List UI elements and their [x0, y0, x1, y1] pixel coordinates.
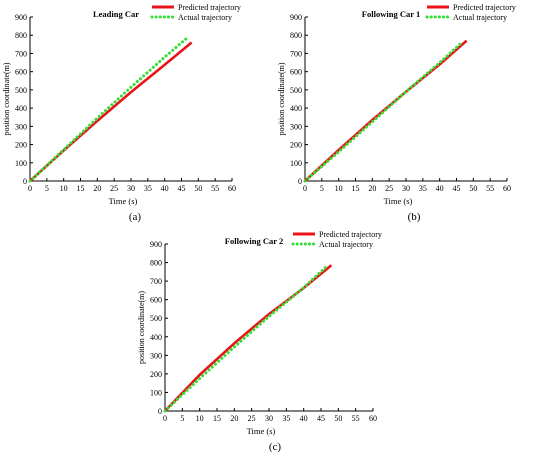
y-tick-label: 400	[15, 104, 27, 113]
y-axis-label: position coordinate(m)	[137, 291, 146, 364]
x-tick-label: 20	[230, 414, 238, 423]
x-tick-label: 25	[248, 414, 256, 423]
x-axis-label: Time (s)	[384, 196, 413, 206]
x-tick-label: 5	[320, 184, 324, 193]
x-tick-label: 40	[161, 184, 169, 193]
y-tick-label: 600	[290, 68, 302, 77]
y-axis-label: position coordinate(m)	[2, 62, 11, 135]
x-tick-label: 10	[60, 184, 68, 193]
y-tick-label: 0	[158, 407, 162, 416]
legend-label: Actual trajectory	[453, 13, 507, 22]
y-tick-label: 900	[150, 240, 162, 249]
y-tick-label: 700	[15, 49, 27, 58]
y-tick-label: 600	[150, 296, 162, 305]
y-tick-label: 100	[15, 159, 27, 168]
legend-label: Predicted trajectory	[178, 3, 241, 12]
y-tick-label: 300	[290, 122, 302, 131]
x-tick-label: 5	[180, 414, 184, 423]
actual-trajectory-line	[28, 35, 190, 183]
x-tick-label: 5	[45, 184, 49, 193]
x-tick-label: 0	[303, 184, 307, 193]
panel-caption: (a)	[129, 211, 142, 223]
x-tick-label: 10	[196, 414, 204, 423]
legend-label: Actual trajectory	[178, 13, 232, 22]
chart-panel-a: 0 100 200 300 400 500 600 700 800 900 0 5 10 15 20 25 30…	[2, 3, 241, 223]
x-tick-label: 55	[352, 414, 360, 423]
x-tick-label: 15	[213, 414, 221, 423]
x-tick-label: 35	[144, 184, 152, 193]
x-tick-label: 15	[77, 184, 85, 193]
panel-caption: (c)	[269, 441, 282, 453]
x-tick-label: 55	[211, 184, 219, 193]
panel-caption: (b)	[408, 211, 421, 223]
y-tick-label: 600	[15, 68, 27, 77]
x-axis-label: Time (s)	[247, 426, 276, 436]
x-tick-label: 50	[469, 184, 477, 193]
x-tick-label: 60	[369, 414, 377, 423]
y-tick-label: 800	[290, 31, 302, 40]
x-tick-label: 50	[334, 414, 342, 423]
x-tick-label: 55	[486, 184, 494, 193]
x-tick-label: 35	[282, 414, 290, 423]
x-tick-label: 20	[368, 184, 376, 193]
x-tick-label: 15	[352, 184, 360, 193]
y-tick-label: 200	[15, 141, 27, 150]
actual-trajectory-line	[163, 263, 330, 413]
y-tick-label: 700	[150, 277, 162, 286]
y-tick-label: 300	[150, 351, 162, 360]
y-tick-label: 500	[15, 86, 27, 95]
x-tick-label: 0	[28, 184, 32, 193]
y-tick-label: 100	[150, 388, 162, 397]
y-tick-label: 200	[290, 141, 302, 150]
x-tick-label: 45	[453, 184, 461, 193]
x-tick-label: 10	[335, 184, 343, 193]
x-tick-label: 40	[300, 414, 308, 423]
x-tick-label: 50	[194, 184, 202, 193]
y-tick-label: 900	[15, 13, 27, 22]
x-tick-label: 60	[503, 184, 511, 193]
x-tick-label: 30	[402, 184, 410, 193]
y-tick-label: 800	[15, 31, 27, 40]
legend-label: Actual trajectory	[319, 240, 373, 249]
y-tick-label: 500	[150, 314, 162, 323]
x-tick-label: 40	[436, 184, 444, 193]
chart-title: Following Car 1	[362, 9, 420, 19]
x-tick-label: 45	[317, 414, 325, 423]
x-tick-label: 20	[93, 184, 101, 193]
y-tick-label: 400	[150, 333, 162, 342]
chart-panel-b: 0 100 200 300 400 500 600 700 800 900 0 5 10 15 20 25 30…	[277, 3, 516, 223]
legend-label: Predicted trajectory	[319, 230, 382, 239]
chart-title: Leading Car	[93, 9, 139, 19]
chart-title: Following Car 2	[225, 236, 283, 246]
x-tick-label: 0	[163, 414, 167, 423]
y-tick-label: 500	[290, 86, 302, 95]
legend-label: Predicted trajectory	[453, 3, 516, 12]
y-tick-label: 900	[290, 13, 302, 22]
y-tick-label: 300	[15, 122, 27, 131]
y-tick-label: 800	[150, 259, 162, 268]
x-tick-label: 60	[228, 184, 236, 193]
chart-panel-c: 0 100 200 300 400 500 600 700 800 900 0 5 10 15 20 25 30…	[137, 230, 382, 453]
y-tick-label: 100	[290, 159, 302, 168]
x-tick-label: 35	[419, 184, 427, 193]
x-tick-label: 30	[127, 184, 135, 193]
y-tick-label: 400	[290, 104, 302, 113]
y-tick-label: 700	[290, 49, 302, 58]
x-tick-label: 25	[110, 184, 118, 193]
predicted-trajectory-line	[29, 41, 193, 182]
y-tick-label: 0	[298, 177, 302, 186]
y-axis-label: position coordinate(m)	[277, 62, 286, 135]
y-tick-label: 0	[23, 177, 27, 186]
x-tick-label: 45	[178, 184, 186, 193]
x-axis-label: Time (s)	[109, 196, 138, 206]
actual-trajectory-line	[303, 42, 462, 183]
y-tick-label: 200	[150, 370, 162, 379]
predicted-trajectory-line	[164, 264, 333, 412]
x-tick-label: 30	[265, 414, 273, 423]
x-tick-label: 25	[385, 184, 393, 193]
